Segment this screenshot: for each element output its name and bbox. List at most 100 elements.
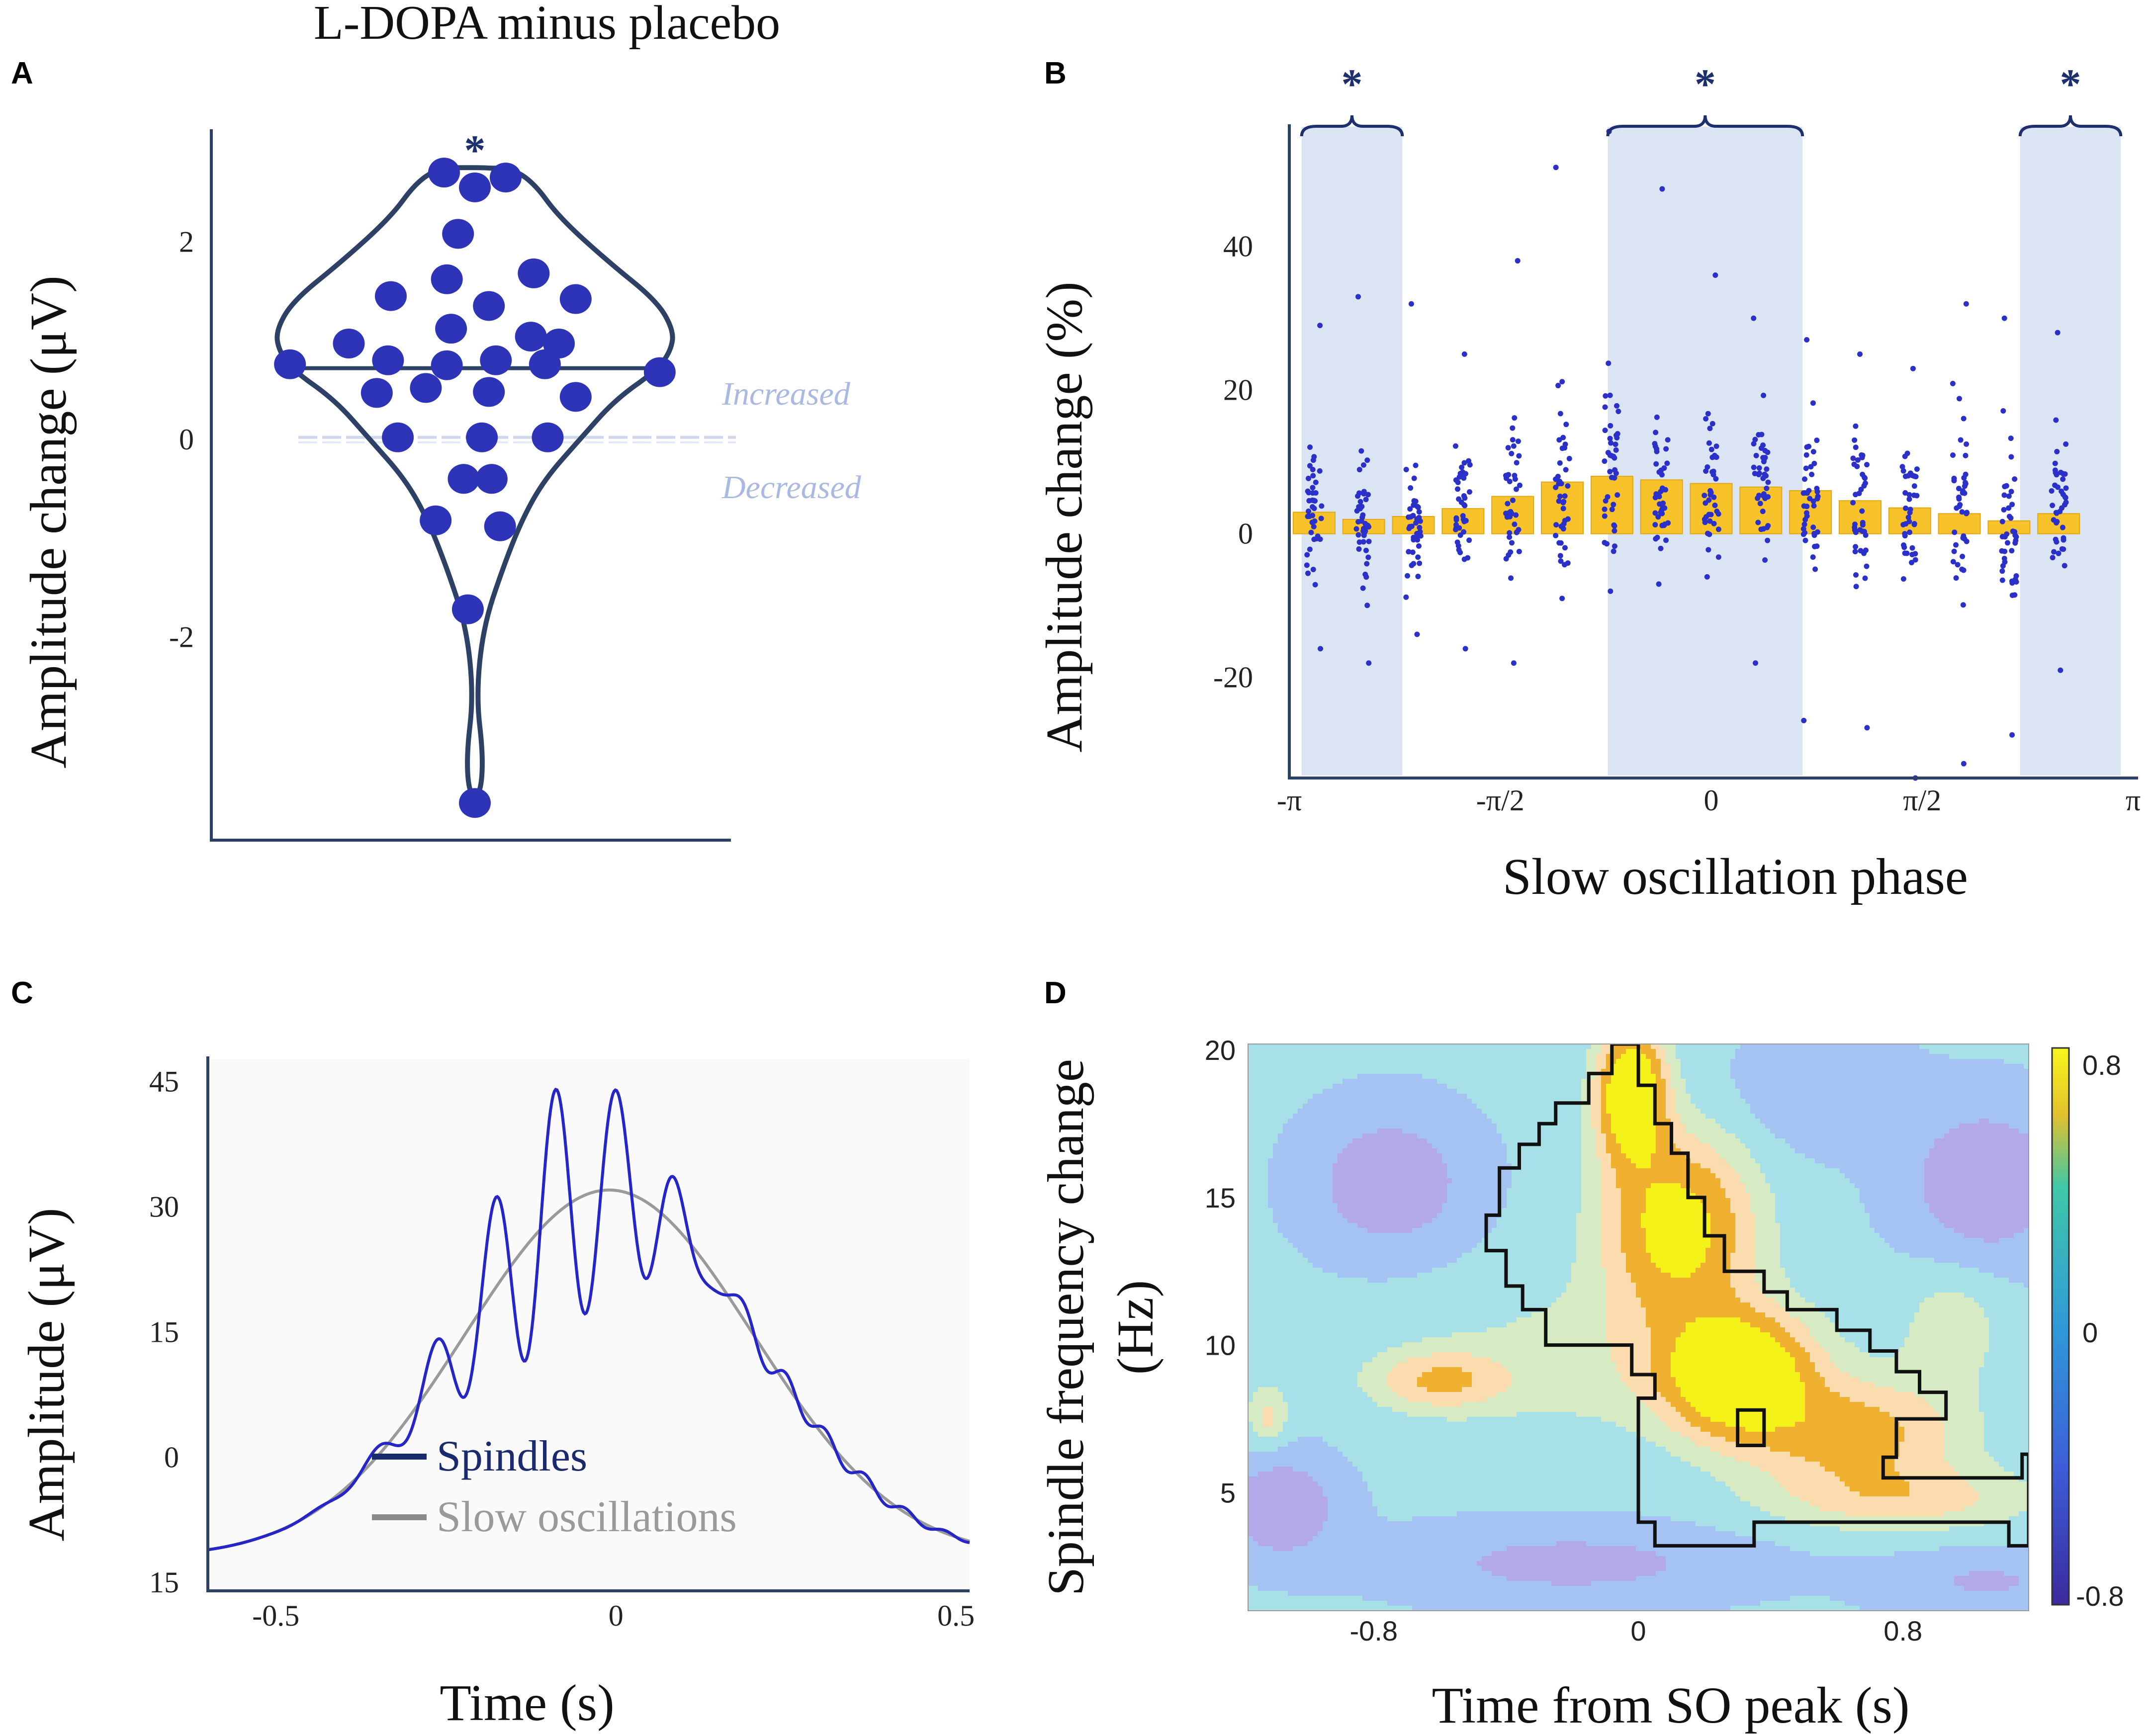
heatmap-cell — [1860, 1128, 1865, 1134]
heatmap-cell — [1253, 1148, 1258, 1154]
heatmap-cell — [1616, 1104, 1621, 1109]
panel-b-dot-12-40 — [1911, 521, 1917, 527]
heatmap-cell — [1939, 1059, 1945, 1064]
heatmap-cell — [1725, 1079, 1731, 1084]
heatmap-cell — [1656, 1059, 1661, 1064]
panel-b-dot-0-31 — [1310, 485, 1316, 491]
heatmap-cell — [1924, 1168, 1930, 1174]
heatmap-cell — [1760, 1138, 1766, 1144]
heatmap-cell — [1626, 1143, 1631, 1149]
heatmap-cell — [1601, 1124, 1607, 1129]
heatmap-cell — [1452, 1104, 1457, 1109]
heatmap-cell — [1576, 1128, 1582, 1134]
heatmap-cell — [1656, 1133, 1661, 1139]
heatmap-cell — [1790, 1094, 1795, 1099]
panel-b-dot-10-0 — [1804, 337, 1810, 343]
heatmap-cell — [1263, 1153, 1268, 1159]
heatmap-cell — [1591, 1168, 1597, 1174]
panel-b-dot-5-31 — [1553, 532, 1559, 538]
heatmap-cell — [1352, 1089, 1358, 1094]
heatmap-cell — [1889, 1084, 1895, 1089]
heatmap-cell — [1541, 1158, 1547, 1164]
heatmap-cell — [2024, 1158, 2029, 1164]
heatmap-cell — [1442, 1163, 1447, 1169]
heatmap-cell — [1740, 1163, 1746, 1169]
heatmap-cell — [1273, 1109, 1278, 1114]
heatmap-cell — [1581, 1069, 1587, 1074]
heatmap-cell — [1412, 1153, 1418, 1159]
heatmap-cell — [1725, 1148, 1731, 1154]
heatmap-cell — [1949, 1114, 1955, 1119]
heatmap-cell — [1338, 1133, 1343, 1139]
heatmap-cell — [1785, 1044, 1791, 1049]
heatmap-cell — [1556, 1079, 1562, 1084]
heatmap-cell — [1308, 1119, 1313, 1124]
heatmap-cell — [1347, 1173, 1353, 1179]
panel-b-dot-3-20 — [1452, 443, 1458, 449]
heatmap-cell — [1820, 1074, 1825, 1079]
heatmap-cell — [1666, 1094, 1671, 1099]
heatmap-cell — [1944, 1094, 1950, 1099]
heatmap-cell — [1462, 1099, 1467, 1104]
panel-b-dot-8-0 — [1712, 272, 1718, 278]
heatmap-cell — [1561, 1148, 1567, 1154]
panel-b-dot-1-4 — [1356, 539, 1362, 545]
heatmap-cell — [1740, 1094, 1746, 1099]
heatmap-cell — [1472, 1079, 1477, 1084]
heatmap-cell — [1601, 1099, 1607, 1104]
panel-b-dot-12-38 — [1903, 521, 1909, 527]
panel-b-dot-11-31 — [1856, 490, 1862, 496]
heatmap-cell — [1581, 1133, 1587, 1139]
heatmap-cell — [1939, 1109, 1945, 1114]
heatmap-cell — [1343, 1114, 1348, 1119]
heatmap-cell — [1576, 1044, 1582, 1049]
heatmap-cell — [1611, 1153, 1616, 1159]
heatmap-cell — [1671, 1114, 1676, 1119]
heatmap-cell — [1611, 1084, 1616, 1089]
heatmap-cell — [1725, 1119, 1731, 1124]
heatmap-cell — [1914, 1089, 1920, 1094]
heatmap-cell — [1860, 1119, 1865, 1124]
heatmap-cell — [1646, 1064, 1651, 1069]
heatmap-cell — [1646, 1049, 1651, 1054]
heatmap-cell — [1318, 1114, 1323, 1119]
heatmap-cell — [1800, 1104, 1805, 1109]
heatmap-cell — [1377, 1114, 1383, 1119]
heatmap-cell — [1795, 1168, 1800, 1174]
heatmap-cell — [1273, 1158, 1278, 1164]
heatmap-cell — [1959, 1124, 1965, 1129]
heatmap-cell — [1691, 1119, 1696, 1124]
heatmap-cell — [1666, 1119, 1671, 1124]
heatmap-cell — [1884, 1044, 1890, 1049]
heatmap-cell — [1954, 1163, 1960, 1169]
heatmap-cell — [1860, 1153, 1865, 1159]
heatmap-cell — [1556, 1143, 1562, 1149]
heatmap-cell — [1601, 1143, 1607, 1149]
heatmap-cell — [1696, 1119, 1701, 1124]
heatmap-cell — [1730, 1079, 1736, 1084]
heatmap-cell — [1621, 1163, 1626, 1169]
panel-b-dot-13-3 — [1958, 437, 1964, 443]
legend-label-spindles: Spindles — [437, 1432, 587, 1480]
heatmap-cell — [1273, 1074, 1278, 1079]
heatmap-cell — [1666, 1153, 1671, 1159]
heatmap-cell — [1939, 1054, 1945, 1059]
heatmap-cell — [1899, 1114, 1905, 1119]
heatmap-cell — [1288, 1163, 1293, 1169]
heatmap-cell — [1999, 1143, 2004, 1149]
heatmap-cell — [1273, 1094, 1278, 1099]
heatmap-cell — [1382, 1114, 1388, 1119]
heatmap-cell — [1596, 1044, 1602, 1049]
heatmap-cell — [1397, 1158, 1403, 1164]
heatmap-cell — [1939, 1124, 1945, 1129]
heatmap-cell — [1283, 1084, 1288, 1089]
heatmap-cell — [1492, 1143, 1497, 1149]
heatmap-cell — [1671, 1104, 1676, 1109]
heatmap-cell — [1701, 1084, 1706, 1089]
heatmap-cell — [1293, 1059, 1298, 1064]
heatmap-cell — [1889, 1089, 1895, 1094]
heatmap-cell — [1884, 1049, 1890, 1054]
heatmap-cell — [2009, 1114, 2014, 1119]
heatmap-cell — [1800, 1054, 1805, 1059]
heatmap-cell — [1551, 1173, 1557, 1179]
